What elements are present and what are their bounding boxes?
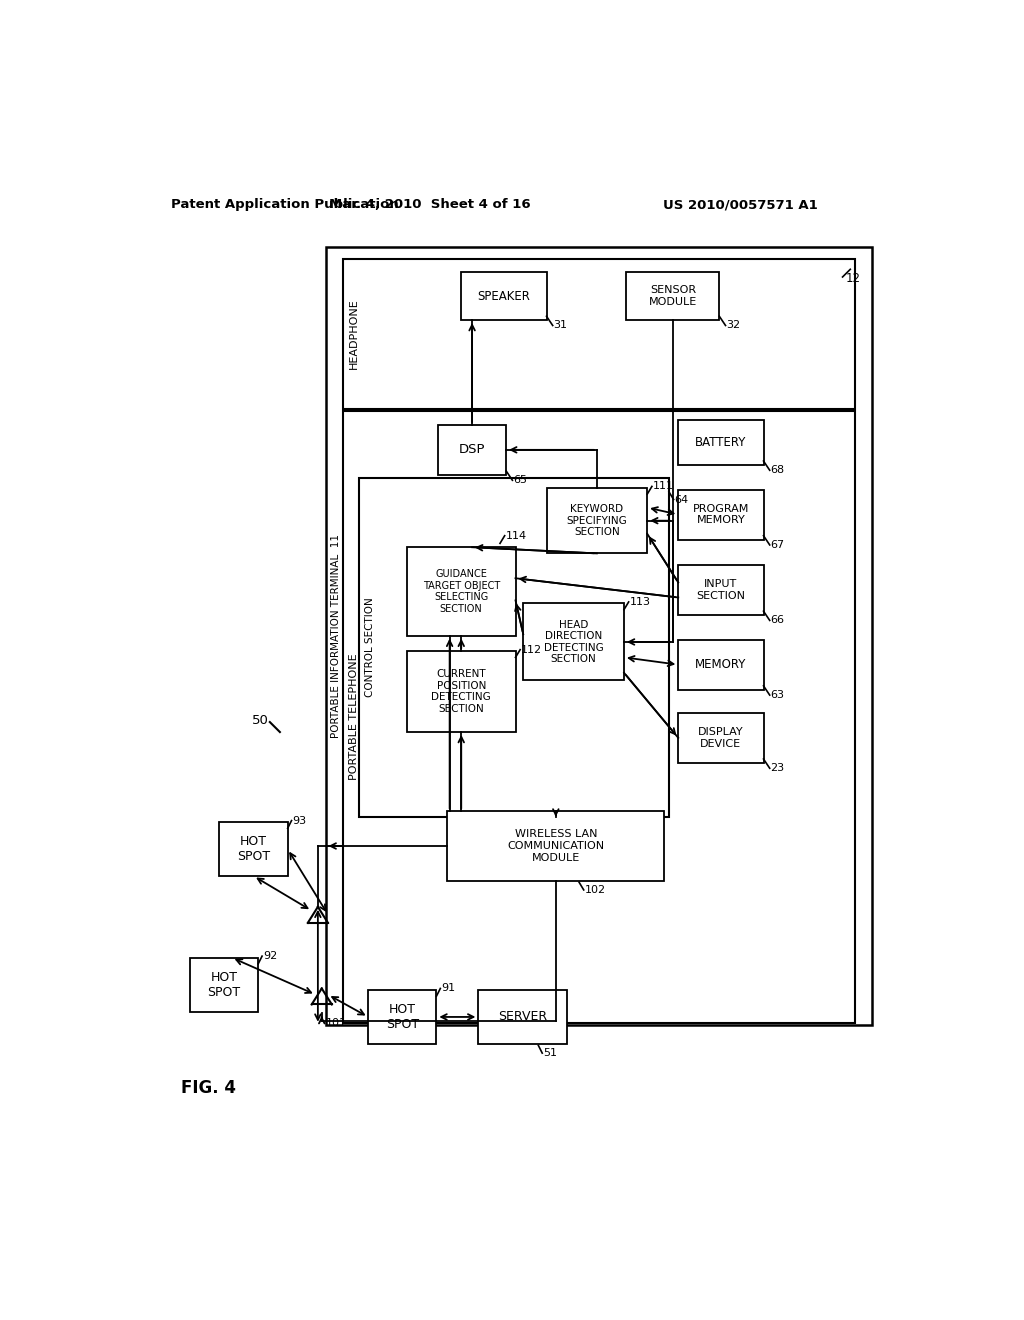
Text: 113: 113 bbox=[630, 597, 650, 607]
FancyBboxPatch shape bbox=[343, 259, 855, 409]
Text: PORTABLE INFORMATION TERMINAL  11: PORTABLE INFORMATION TERMINAL 11 bbox=[332, 533, 341, 738]
Text: INPUT
SECTION: INPUT SECTION bbox=[696, 579, 745, 601]
Text: HOT
SPOT: HOT SPOT bbox=[237, 836, 270, 863]
Text: PORTABLE TELEPHONE: PORTABLE TELEPHONE bbox=[349, 653, 359, 780]
Text: BATTERY: BATTERY bbox=[695, 436, 746, 449]
FancyBboxPatch shape bbox=[447, 812, 665, 880]
Text: 32: 32 bbox=[726, 321, 740, 330]
FancyBboxPatch shape bbox=[407, 651, 515, 733]
Text: HOT
SPOT: HOT SPOT bbox=[386, 1003, 419, 1031]
Text: 111: 111 bbox=[652, 482, 674, 491]
FancyBboxPatch shape bbox=[359, 478, 669, 817]
Text: 64: 64 bbox=[675, 495, 688, 504]
Text: 67: 67 bbox=[770, 540, 784, 550]
FancyBboxPatch shape bbox=[678, 420, 764, 465]
Text: PROGRAM
MEMORY: PROGRAM MEMORY bbox=[692, 504, 750, 525]
FancyBboxPatch shape bbox=[219, 822, 288, 876]
FancyBboxPatch shape bbox=[627, 272, 719, 321]
FancyBboxPatch shape bbox=[369, 990, 436, 1044]
Text: 93: 93 bbox=[292, 816, 306, 825]
Text: 63: 63 bbox=[770, 690, 784, 700]
Text: MEMORY: MEMORY bbox=[695, 659, 746, 671]
Text: 12: 12 bbox=[846, 272, 860, 285]
Text: 65: 65 bbox=[513, 475, 527, 486]
Text: 51: 51 bbox=[543, 1048, 557, 1059]
Text: WIRELESS LAN
COMMUNICATION
MODULE: WIRELESS LAN COMMUNICATION MODULE bbox=[507, 829, 604, 862]
FancyBboxPatch shape bbox=[478, 990, 567, 1044]
FancyBboxPatch shape bbox=[343, 411, 855, 1023]
Text: 23: 23 bbox=[770, 763, 784, 774]
Text: 66: 66 bbox=[770, 615, 784, 626]
Text: DISPLAY
DEVICE: DISPLAY DEVICE bbox=[698, 727, 743, 748]
Text: HEAD
DIRECTION
DETECTING
SECTION: HEAD DIRECTION DETECTING SECTION bbox=[544, 619, 603, 664]
Text: 31: 31 bbox=[554, 321, 567, 330]
Text: 92: 92 bbox=[263, 952, 278, 961]
Text: CONTROL SECTION: CONTROL SECTION bbox=[365, 598, 375, 697]
Text: Patent Application Publication: Patent Application Publication bbox=[171, 198, 398, 211]
Text: HEADPHONE: HEADPHONE bbox=[349, 298, 359, 370]
FancyBboxPatch shape bbox=[461, 272, 547, 321]
FancyBboxPatch shape bbox=[438, 425, 506, 475]
Text: 68: 68 bbox=[770, 465, 784, 475]
Text: 101: 101 bbox=[326, 1018, 347, 1028]
Text: 112: 112 bbox=[521, 644, 542, 655]
Text: SENSOR
MODULE: SENSOR MODULE bbox=[648, 285, 697, 308]
Text: GUIDANCE
TARGET OBJECT
SELECTING
SECTION: GUIDANCE TARGET OBJECT SELECTING SECTION bbox=[423, 569, 500, 614]
Text: 114: 114 bbox=[506, 531, 526, 541]
Text: SERVER: SERVER bbox=[499, 1010, 548, 1023]
Text: 50: 50 bbox=[252, 714, 269, 727]
Text: FIG. 4: FIG. 4 bbox=[180, 1078, 236, 1097]
Text: KEYWORD
SPECIFYING
SECTION: KEYWORD SPECIFYING SECTION bbox=[566, 504, 628, 537]
FancyBboxPatch shape bbox=[678, 490, 764, 540]
Text: DSP: DSP bbox=[459, 444, 485, 457]
Text: CURRENT
POSITION
DETECTING
SECTION: CURRENT POSITION DETECTING SECTION bbox=[431, 669, 492, 714]
Text: 102: 102 bbox=[585, 884, 605, 895]
FancyBboxPatch shape bbox=[678, 640, 764, 689]
Text: Mar. 4, 2010  Sheet 4 of 16: Mar. 4, 2010 Sheet 4 of 16 bbox=[330, 198, 531, 211]
FancyBboxPatch shape bbox=[678, 713, 764, 763]
FancyBboxPatch shape bbox=[678, 565, 764, 615]
Text: US 2010/0057571 A1: US 2010/0057571 A1 bbox=[663, 198, 817, 211]
FancyBboxPatch shape bbox=[190, 958, 258, 1011]
Text: SPEAKER: SPEAKER bbox=[477, 289, 530, 302]
FancyBboxPatch shape bbox=[547, 488, 647, 553]
Text: HOT
SPOT: HOT SPOT bbox=[208, 970, 241, 999]
FancyBboxPatch shape bbox=[326, 247, 872, 1024]
FancyBboxPatch shape bbox=[407, 548, 515, 636]
FancyBboxPatch shape bbox=[523, 603, 624, 681]
Text: 91: 91 bbox=[441, 983, 456, 994]
